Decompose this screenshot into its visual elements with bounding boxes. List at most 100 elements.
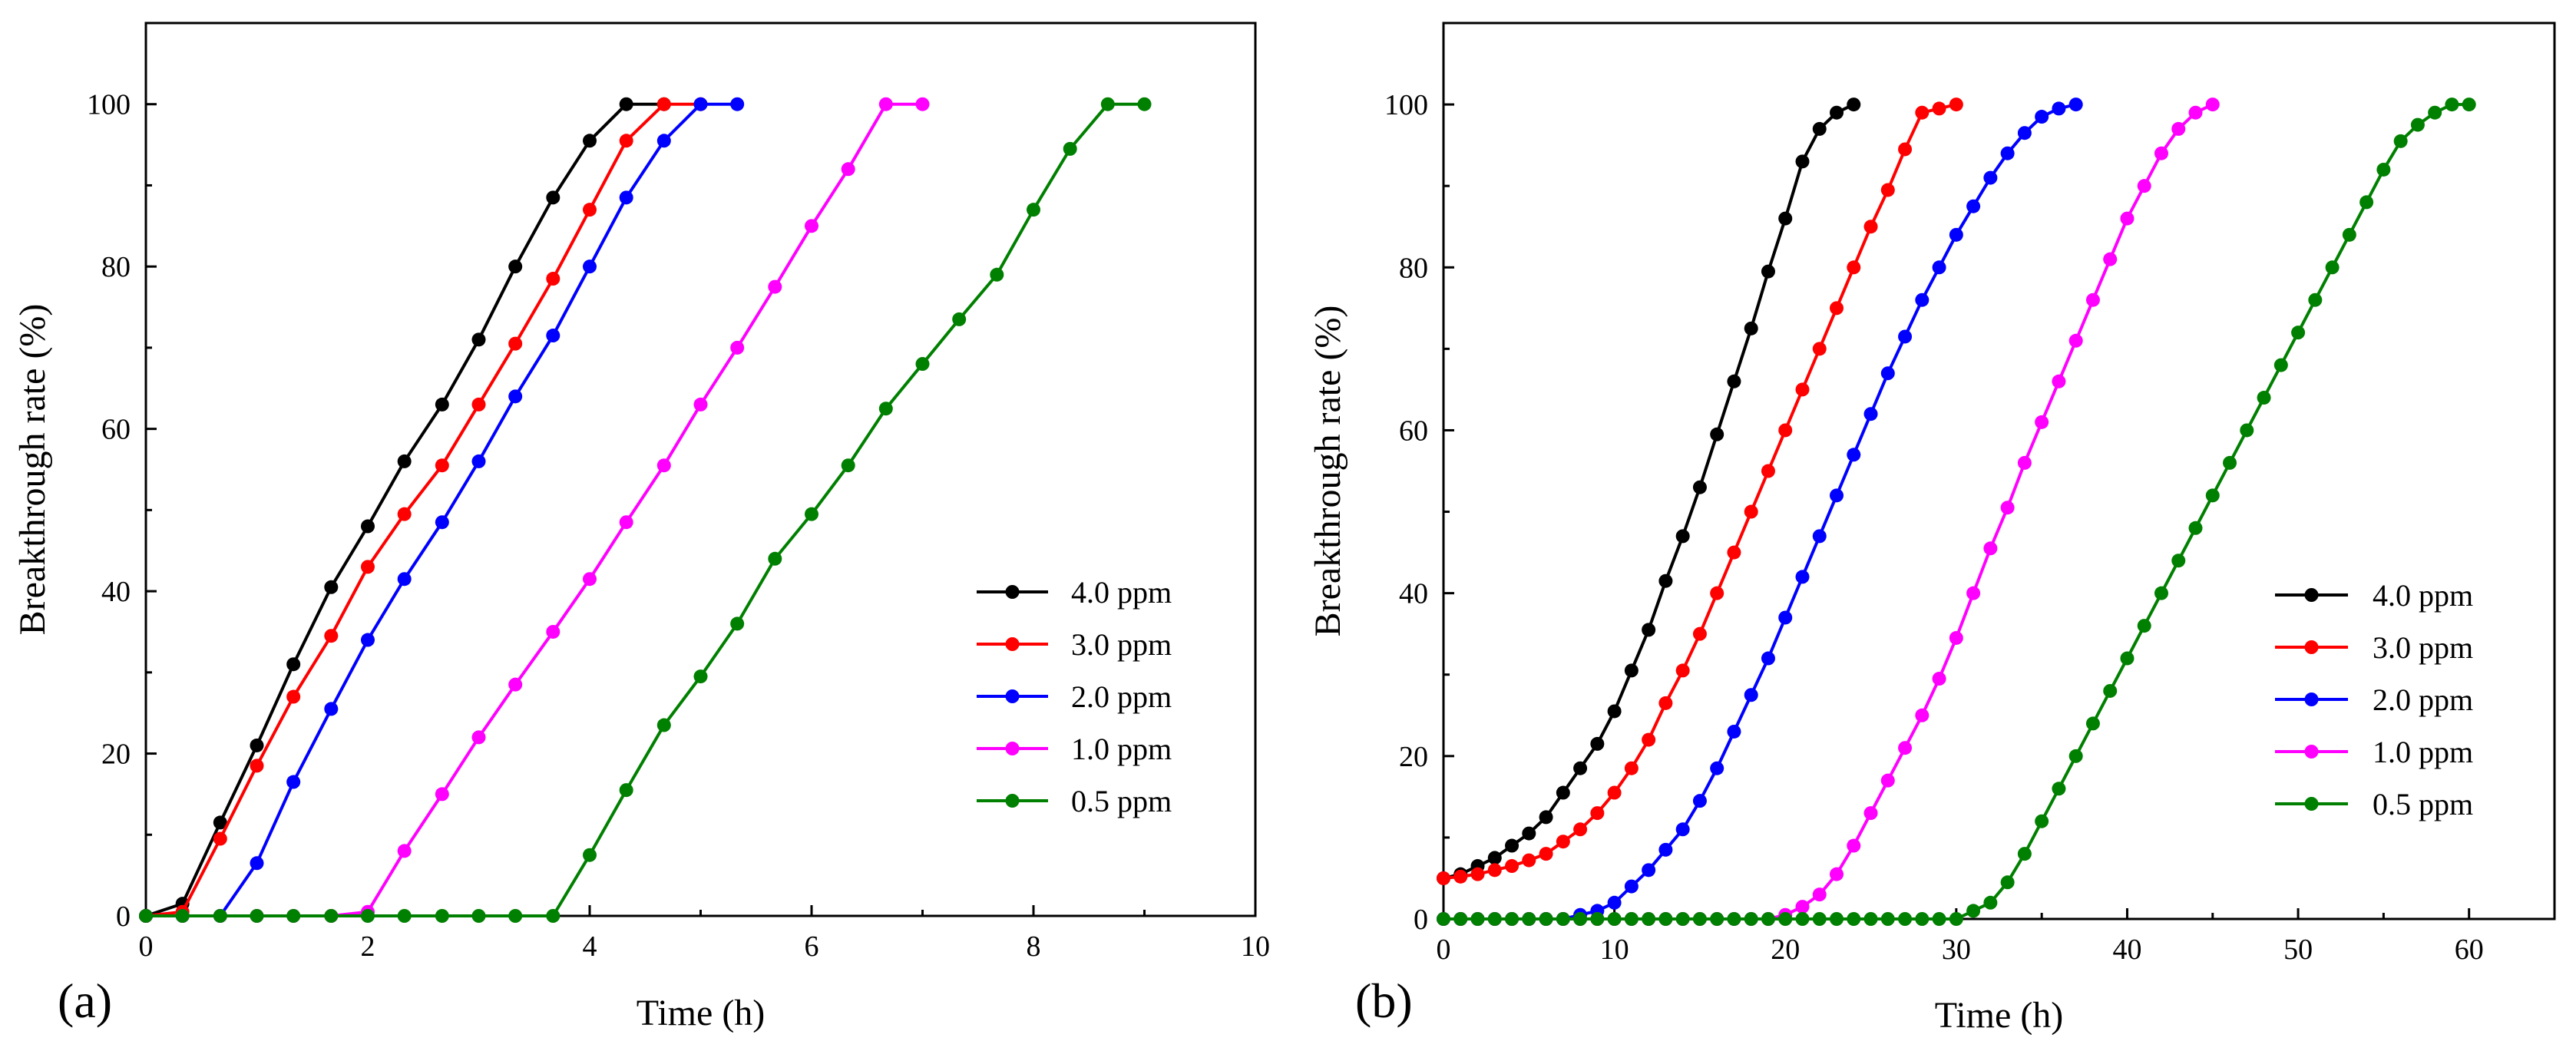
x-tick-label: 8	[1027, 930, 1041, 963]
data-point	[1863, 407, 1878, 421]
data-point	[1880, 912, 1895, 926]
data-point	[2445, 98, 2459, 112]
data-point	[2308, 293, 2323, 307]
data-point	[508, 389, 523, 404]
data-point	[397, 844, 412, 858]
data-point	[2342, 227, 2356, 242]
data-point	[2068, 749, 2083, 763]
data-point	[1949, 912, 1963, 926]
data-point	[1915, 105, 1930, 120]
data-point	[1573, 822, 1588, 837]
y-axis-title: Breakthrough rate (%)	[1308, 306, 1348, 637]
data-point	[2052, 782, 2066, 796]
data-point	[1710, 912, 1724, 926]
x-tick-label: 20	[1771, 934, 1800, 966]
data-point	[1880, 183, 1895, 197]
data-point	[583, 203, 597, 217]
data-point	[2000, 875, 2015, 890]
data-point	[841, 162, 855, 177]
data-point	[1590, 806, 1605, 821]
data-point	[324, 702, 339, 716]
data-point	[1744, 912, 1758, 926]
data-point	[2462, 98, 2476, 112]
data-point	[2035, 110, 2049, 124]
legend-entry: 3.0 ppm	[977, 627, 1172, 662]
data-point	[768, 551, 782, 566]
data-point	[1915, 912, 1930, 926]
data-point	[1642, 623, 1656, 637]
data-point	[1675, 912, 1690, 926]
legend-label: 3.0 ppm	[1071, 627, 1172, 662]
data-point	[471, 454, 486, 468]
data-point	[213, 831, 227, 846]
data-point	[1761, 651, 1775, 666]
legend-entry: 1.0 ppm	[977, 732, 1172, 766]
y-tick-label: 80	[1399, 252, 1428, 284]
data-point	[1983, 541, 1998, 556]
data-point	[583, 572, 597, 587]
data-point	[361, 633, 375, 647]
data-point	[1710, 586, 1724, 600]
y-axis-title: Breakthrough rate (%)	[12, 304, 53, 636]
data-point	[397, 454, 412, 468]
data-point	[1847, 448, 1861, 462]
data-point	[361, 519, 375, 534]
data-point	[1898, 329, 1913, 344]
data-point	[1932, 672, 1946, 686]
data-point	[546, 624, 561, 639]
y-tick-label: 0	[1414, 904, 1428, 936]
data-point	[1505, 859, 1519, 874]
data-point	[1590, 736, 1605, 751]
data-point	[1744, 504, 1758, 519]
y-tick-label: 0	[116, 901, 131, 933]
data-point	[1539, 912, 1553, 926]
data-point	[1642, 863, 1656, 878]
data-point	[1437, 912, 1450, 926]
data-point	[2017, 126, 2032, 140]
data-point	[1830, 105, 1844, 120]
data-point	[768, 279, 782, 294]
data-point	[2154, 146, 2168, 160]
data-point	[2103, 252, 2118, 266]
panel-label: (a)	[58, 973, 112, 1028]
data-point	[1744, 321, 1758, 335]
data-point	[1830, 488, 1844, 503]
data-point	[1658, 842, 1673, 857]
data-point	[1795, 382, 1810, 397]
data-point	[250, 759, 264, 773]
y-tick-label: 20	[101, 739, 131, 771]
y-tick-label: 100	[87, 89, 131, 121]
data-point	[1847, 838, 1861, 853]
data-point	[324, 580, 339, 594]
legend-marker	[1005, 794, 1020, 808]
legend-label: 2.0 ppm	[2373, 683, 2473, 717]
data-point	[1830, 912, 1844, 926]
data-point	[730, 97, 745, 111]
data-point	[2359, 195, 2374, 210]
data-point	[1556, 912, 1570, 926]
data-point	[1675, 663, 1690, 678]
data-point	[471, 730, 486, 745]
data-point	[471, 397, 486, 412]
data-point	[1812, 342, 1827, 356]
data-point	[1556, 835, 1570, 849]
data-point	[2171, 121, 2186, 136]
data-point	[2257, 391, 2271, 405]
data-point	[1437, 871, 1450, 885]
data-point	[435, 787, 449, 802]
legend-entry: 1.0 ppm	[2275, 735, 2473, 769]
x-tick-label: 60	[2455, 934, 2484, 966]
series-3-0-ppm	[1437, 98, 1963, 885]
data-point	[1932, 260, 1946, 275]
data-point	[1847, 912, 1861, 926]
data-point	[2035, 415, 2049, 429]
data-point	[1692, 480, 1707, 494]
data-point	[805, 507, 818, 521]
data-point	[1880, 773, 1895, 788]
legend-label: 1.0 ppm	[2373, 735, 2473, 769]
data-point	[250, 909, 264, 923]
data-point	[1812, 887, 1827, 902]
legend-label: 0.5 ppm	[1071, 784, 1172, 818]
data-point	[1624, 912, 1639, 926]
data-point	[1675, 822, 1690, 837]
